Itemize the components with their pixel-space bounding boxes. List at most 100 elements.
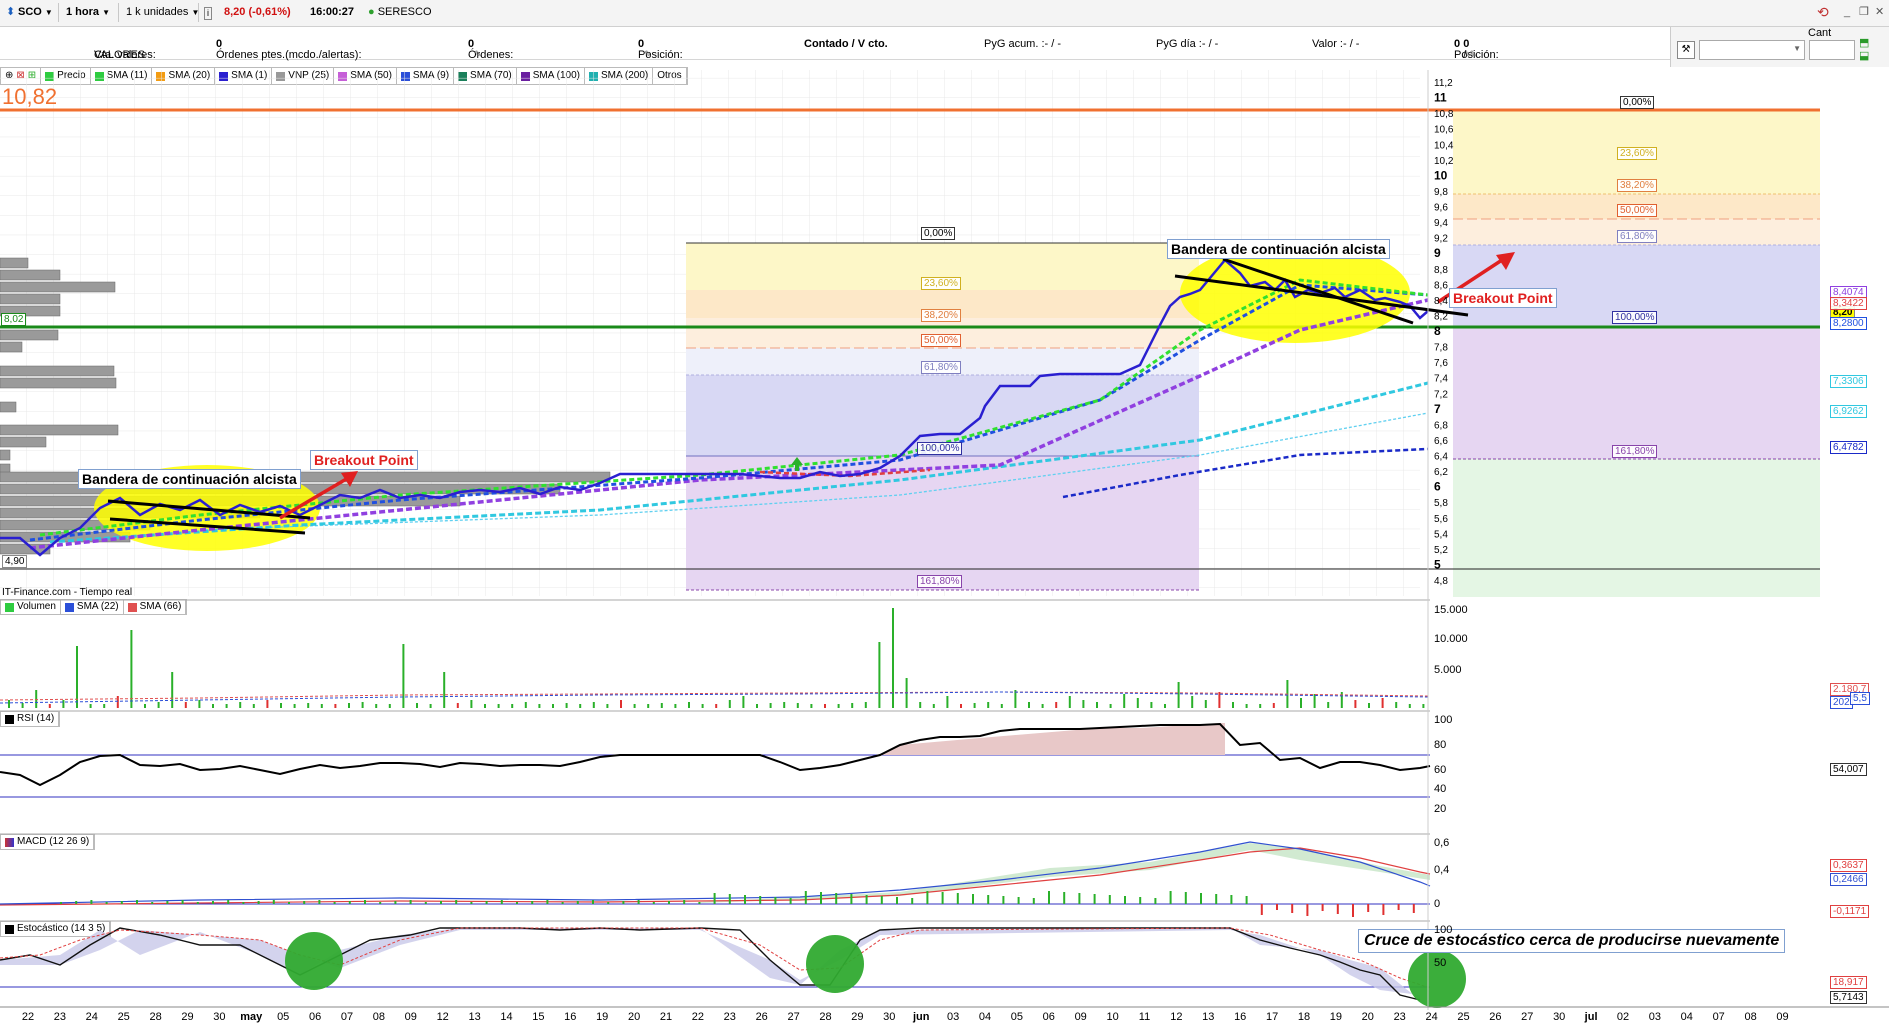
legend-item[interactable]: SMA (70) xyxy=(454,68,517,84)
add-icon[interactable]: ⊞ xyxy=(27,70,37,81)
order-type-select[interactable]: ▼ xyxy=(1699,40,1805,60)
legend-item[interactable]: SMA (1) xyxy=(215,68,273,84)
crosshair-icon[interactable]: ⊕ xyxy=(5,70,14,81)
macd-histogram-bar xyxy=(683,900,686,904)
volume-legend-item[interactable]: SMA (22) xyxy=(61,600,124,614)
macd-histogram-bar xyxy=(1048,891,1050,904)
macd-histogram-bar xyxy=(333,902,336,904)
edit-icon[interactable]: ✎ xyxy=(474,49,482,59)
price-axis-label: 11 xyxy=(1434,91,1447,105)
macd-histogram-bar xyxy=(1306,904,1309,916)
volume-bar xyxy=(1272,703,1275,708)
units-select[interactable]: 1 k unidades ▼ xyxy=(122,4,203,21)
macd-histogram-bar xyxy=(242,902,245,904)
rsi-legend[interactable]: RSI (14) xyxy=(0,711,61,727)
indicator-tag: 6,9262 xyxy=(1830,405,1867,418)
legend-item[interactable]: Precio xyxy=(41,68,91,84)
time-axis-label: 30 xyxy=(1553,1011,1565,1023)
price-axis-label: 6,4 xyxy=(1434,452,1448,463)
macd-legend[interactable]: MACD (12 26 9) xyxy=(0,834,96,850)
chart-app-icon[interactable]: ⬍ xyxy=(6,6,16,18)
stochastic-legend[interactable]: Estocástico (14 3 5) xyxy=(0,921,112,937)
volume-bar xyxy=(89,704,92,708)
panel-axis-label: 0,4 xyxy=(1434,864,1450,876)
volume-bar xyxy=(810,704,813,708)
volume-bar xyxy=(1408,704,1411,708)
legend-swatch-icon xyxy=(5,602,14,612)
volume-bar xyxy=(960,704,962,708)
macd-histogram-bar xyxy=(1291,904,1294,913)
macd-histogram-bar xyxy=(1412,904,1415,913)
legend-item[interactable]: SMA (100) xyxy=(517,68,585,84)
volume-bar xyxy=(266,700,269,708)
volume-bar xyxy=(184,702,187,708)
info-icon[interactable]: i xyxy=(204,7,212,20)
wrench-icon[interactable]: ⚒ xyxy=(1677,41,1695,59)
volume-bar xyxy=(1164,704,1166,708)
volume-legend-item[interactable]: Volumen xyxy=(1,600,61,614)
minimize-icon[interactable]: _ xyxy=(1844,6,1851,18)
price-axis-label: 9 xyxy=(1434,246,1441,260)
macd-histogram-bar xyxy=(151,902,154,904)
trade-mode: Contado / V cto. xyxy=(804,38,888,50)
time-axis-label: 05 xyxy=(1011,1011,1023,1023)
time-axis-label: 08 xyxy=(1744,1011,1756,1023)
close-icon[interactable]: ✕ xyxy=(1875,6,1885,18)
delete-icon[interactable]: ⊠ xyxy=(16,70,25,81)
fib-label: 61,80% xyxy=(1617,230,1657,243)
volume-bar xyxy=(946,696,949,708)
current-price-big: 10,82 xyxy=(2,84,58,109)
time-axis-label: 12 xyxy=(1170,1011,1182,1023)
edit-icon[interactable]: ✎ xyxy=(1469,49,1477,59)
timeframe-select[interactable]: 1 hora ▼ xyxy=(62,4,114,21)
volume-bar xyxy=(538,704,541,708)
volume-bar xyxy=(905,678,908,708)
ticker-select[interactable]: SCO ▼ xyxy=(14,4,57,21)
volume-bar xyxy=(8,700,10,708)
edit-icon[interactable]: ✎ xyxy=(1463,49,1471,59)
volume-legend-item[interactable]: SMA (66) xyxy=(124,600,187,614)
time-axis-label: 09 xyxy=(405,1011,417,1023)
macd-histogram-bar xyxy=(455,900,458,904)
macd-histogram-bar xyxy=(1200,893,1202,904)
edit-icon[interactable]: ✎ xyxy=(644,49,652,59)
stochastic-line xyxy=(0,927,1421,1001)
price-tag-490: 4,90 xyxy=(2,555,28,568)
volume-bar xyxy=(511,704,514,708)
sell-icon[interactable]: ⬓ xyxy=(1859,50,1870,62)
legend-label: Precio xyxy=(57,70,86,81)
macd-histogram-bar xyxy=(1245,896,1248,904)
buy-icon[interactable]: ⬒ xyxy=(1859,37,1870,49)
buy-signal-icon xyxy=(791,457,803,471)
fib-label: 50,00% xyxy=(1617,204,1657,217)
breakout-arrows xyxy=(279,252,1515,520)
price-axis-label: 10 xyxy=(1434,168,1448,182)
indicator-tag: 8,2800 xyxy=(1830,317,1867,330)
restore-icon[interactable]: ❐ xyxy=(1859,6,1869,18)
fib-label: 38,20% xyxy=(921,309,961,322)
volume-tag: 5,5 xyxy=(1850,692,1870,705)
macd-histogram-bar xyxy=(744,895,746,904)
legend-item[interactable]: Otros xyxy=(653,68,687,84)
volume-bar xyxy=(701,704,704,708)
rsi-tag: 54,007 xyxy=(1830,763,1867,776)
legend-item[interactable]: SMA (20) xyxy=(152,68,216,84)
macd-histogram-bar xyxy=(896,897,898,904)
legend-item[interactable]: VNP (25) xyxy=(272,68,335,84)
quantity-input[interactable] xyxy=(1809,40,1855,60)
macd-histogram-bar xyxy=(789,898,792,904)
legend-item[interactable]: SMA (200) xyxy=(585,68,654,84)
volume-bar xyxy=(1082,700,1085,708)
legend-item[interactable]: SMA (50) xyxy=(334,68,397,84)
legend-item[interactable]: SMA (11) xyxy=(91,68,153,84)
price-axis-label: 8 xyxy=(1434,324,1441,338)
volume-bar xyxy=(293,704,296,708)
order-panel: Cant ⚒ ▼ ⬒ ⬓ xyxy=(1670,27,1889,67)
time-axis-label: 25 xyxy=(118,1011,130,1023)
refresh-icon[interactable]: ⟲ xyxy=(1817,4,1829,20)
time-axis-label: 12 xyxy=(437,1011,449,1023)
legend-item[interactable]: SMA (9) xyxy=(397,68,455,84)
legend-tools[interactable]: ⊕ ⊠ ⊞ xyxy=(1,68,42,84)
time-axis-label: jul xyxy=(1584,1011,1598,1023)
